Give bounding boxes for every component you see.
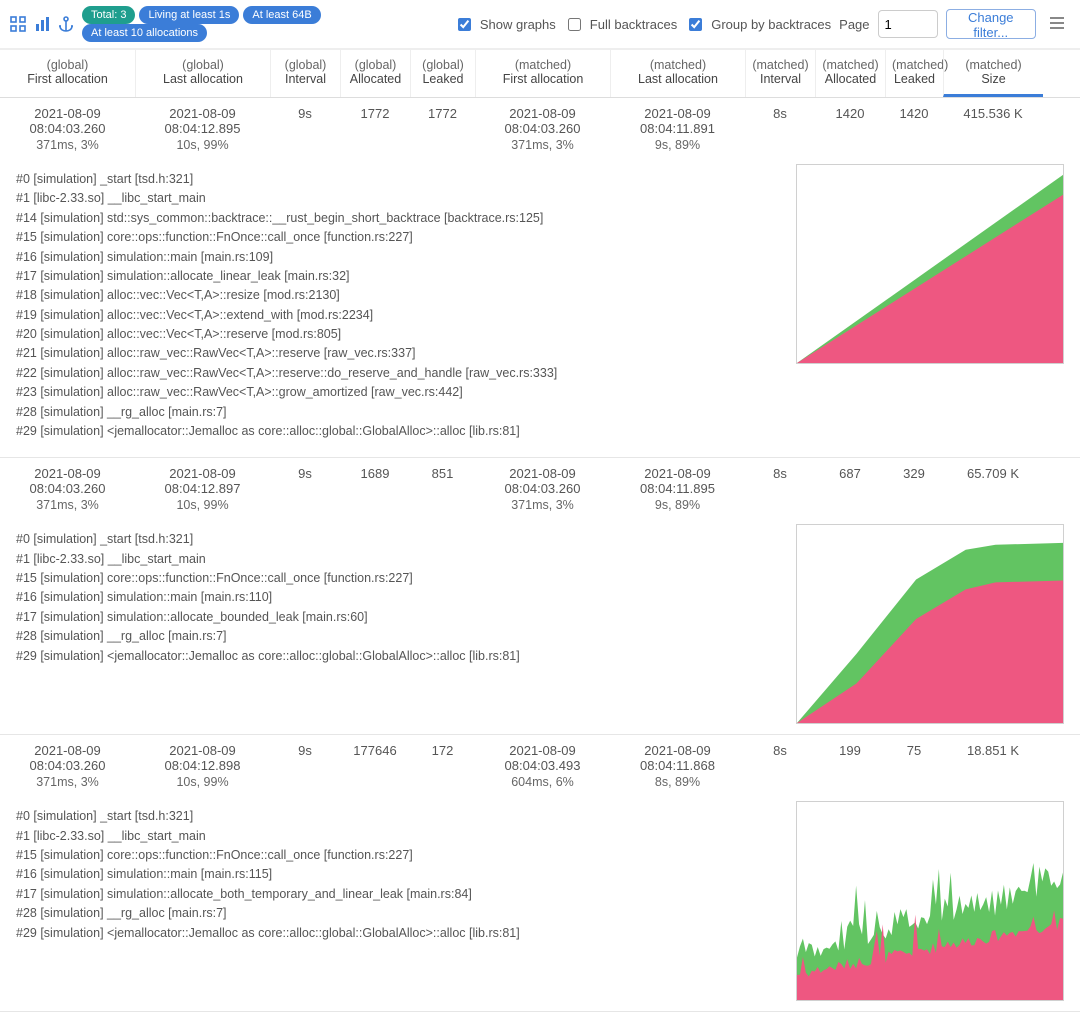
cell-global-interval: 9s [270, 741, 340, 775]
cell-matched-size: 65.709 K [943, 464, 1043, 498]
table-body: 2021-08-09 08:04:03.2602021-08-09 08:04:… [0, 98, 1080, 1012]
backtrace: #0 [simulation] _start [tsd.h:321]#1 [li… [0, 801, 796, 1001]
show-graphs-label: Show graphs [480, 17, 556, 32]
cell-matched-allocated: 1420 [815, 104, 885, 138]
column-header[interactable]: (matched)First allocation [475, 50, 610, 97]
cell-matched-last: 2021-08-09 08:04:11.895 [610, 464, 745, 498]
cell-global-first: 2021-08-09 08:04:03.260 [0, 464, 135, 498]
allocation-row: 2021-08-09 08:04:03.2602021-08-09 08:04:… [0, 735, 1080, 1012]
column-header[interactable]: (global)Last allocation [135, 50, 270, 97]
column-header[interactable]: (matched)Size [943, 50, 1043, 97]
full-backtraces-checkbox[interactable]: Full backtraces [564, 15, 677, 34]
bar-chart-icon[interactable] [34, 15, 50, 33]
grid-icon[interactable] [10, 15, 26, 33]
cell-global-last: 2021-08-09 08:04:12.897 [135, 464, 270, 498]
allocation-row: 2021-08-09 08:04:03.2602021-08-09 08:04:… [0, 98, 1080, 458]
column-header[interactable]: (global)Interval [270, 50, 340, 97]
cell-matched-leaked: 75 [885, 741, 943, 775]
filter-badge[interactable]: At least 10 allocations [82, 24, 207, 42]
cell-global-leaked: 851 [410, 464, 475, 498]
filter-badge[interactable]: Living at least 1s [139, 6, 239, 24]
allocation-chart [796, 524, 1064, 724]
backtrace: #0 [simulation] _start [tsd.h:321]#1 [li… [0, 524, 796, 724]
toolbar: Total: 3Living at least 1sAt least 64B At… [0, 0, 1080, 49]
column-header[interactable]: (global)Allocated [340, 50, 410, 97]
anchor-icon[interactable] [58, 15, 74, 33]
change-filter-button[interactable]: Change filter... [946, 9, 1036, 39]
cell-matched-interval: 8s [745, 741, 815, 775]
cell-global-leaked: 172 [410, 741, 475, 775]
cell-matched-first: 2021-08-09 08:04:03.260 [475, 464, 610, 498]
filter-badge[interactable]: Total: 3 [82, 6, 135, 24]
column-header[interactable]: (global)First allocation [0, 50, 135, 97]
cell-global-interval: 9s [270, 104, 340, 138]
cell-global-first: 2021-08-09 08:04:03.260 [0, 741, 135, 775]
cell-global-allocated: 1772 [340, 104, 410, 138]
group-by-checkbox[interactable]: Group by backtraces [685, 15, 831, 34]
cell-matched-allocated: 199 [815, 741, 885, 775]
allocation-chart [796, 801, 1064, 1001]
cell-matched-size: 18.851 K [943, 741, 1043, 775]
show-graphs-checkbox[interactable]: Show graphs [454, 15, 556, 34]
column-header[interactable]: (global)Leaked [410, 50, 475, 97]
page-label: Page [839, 17, 869, 32]
cell-matched-last: 2021-08-09 08:04:11.891 [610, 104, 745, 138]
cell-global-allocated: 177646 [340, 741, 410, 775]
cell-matched-first: 2021-08-09 08:04:03.493 [475, 741, 610, 775]
cell-matched-leaked: 1420 [885, 104, 943, 138]
column-header[interactable]: (matched)Last allocation [610, 50, 745, 97]
cell-global-last: 2021-08-09 08:04:12.898 [135, 741, 270, 775]
column-header[interactable]: (matched)Allocated [815, 50, 885, 97]
cell-matched-interval: 8s [745, 464, 815, 498]
cell-global-leaked: 1772 [410, 104, 475, 138]
cell-matched-last: 2021-08-09 08:04:11.868 [610, 741, 745, 775]
cell-matched-leaked: 329 [885, 464, 943, 498]
filter-badge[interactable]: At least 64B [243, 6, 320, 24]
menu-icon[interactable] [1044, 10, 1070, 39]
column-header[interactable]: (matched)Leaked [885, 50, 943, 97]
cell-matched-first: 2021-08-09 08:04:03.260 [475, 104, 610, 138]
allocation-chart [796, 164, 1064, 364]
table-header: (global)First allocation(global)Last all… [0, 49, 1080, 98]
cell-global-last: 2021-08-09 08:04:12.895 [135, 104, 270, 138]
allocation-row: 2021-08-09 08:04:03.2602021-08-09 08:04:… [0, 458, 1080, 735]
backtrace: #0 [simulation] _start [tsd.h:321]#1 [li… [0, 164, 796, 447]
cell-global-interval: 9s [270, 464, 340, 498]
cell-global-allocated: 1689 [340, 464, 410, 498]
column-header[interactable]: (matched)Interval [745, 50, 815, 97]
page-input[interactable] [878, 10, 938, 38]
cell-matched-size: 415.536 K [943, 104, 1043, 138]
full-backtraces-label: Full backtraces [590, 17, 677, 32]
cell-matched-interval: 8s [745, 104, 815, 138]
group-by-label: Group by backtraces [711, 17, 831, 32]
cell-global-first: 2021-08-09 08:04:03.260 [0, 104, 135, 138]
cell-matched-allocated: 687 [815, 464, 885, 498]
